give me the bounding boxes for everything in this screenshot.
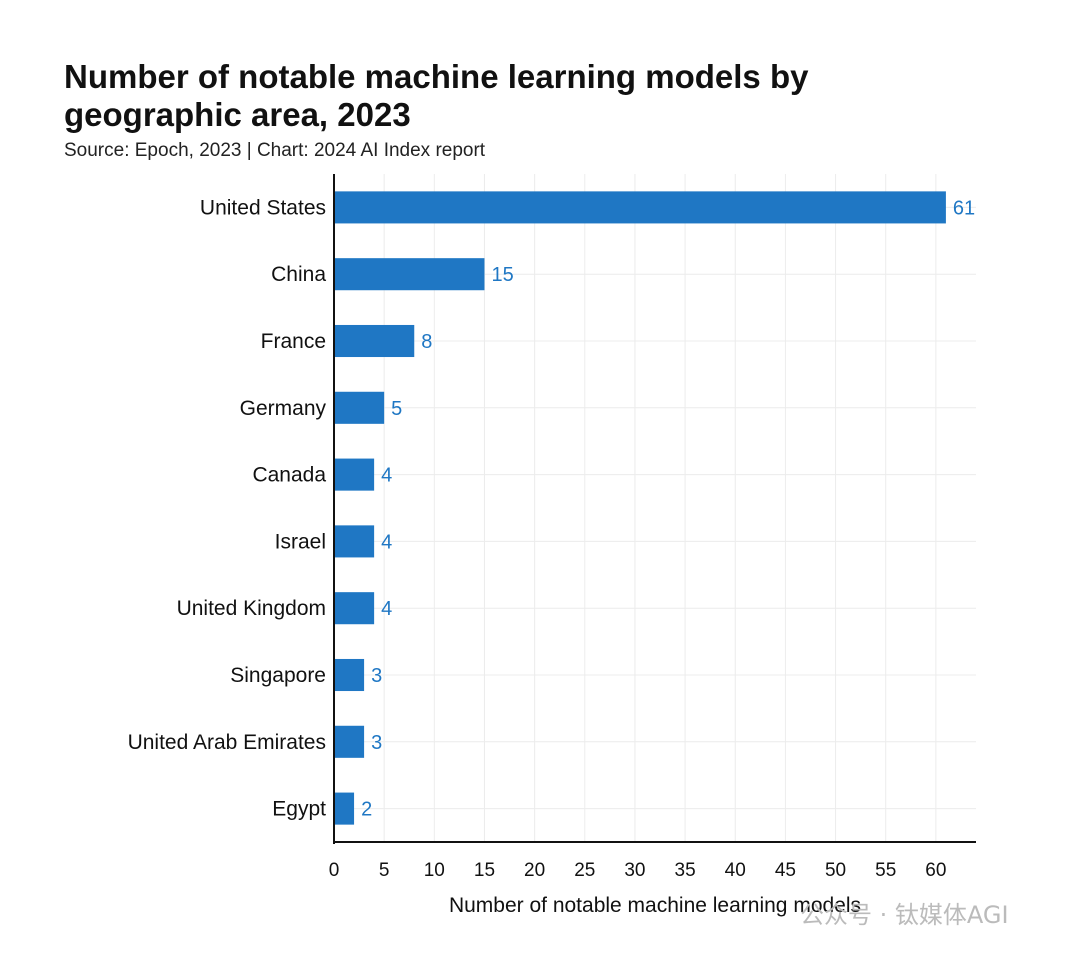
x-tick-label: 5 <box>379 860 390 881</box>
category-label: United Kingdom <box>177 597 326 620</box>
tick-labels: 0 5 10 15 20 25 30 35 40 45 50 55 60 <box>329 860 947 881</box>
bar <box>334 324 415 358</box>
x-axis-title: Number of notable machine learning model… <box>449 894 861 917</box>
category-label: Canada <box>252 464 326 487</box>
x-tick-label: 35 <box>675 860 696 881</box>
bar <box>334 592 375 625</box>
x-tick-label: 50 <box>825 860 846 881</box>
axes <box>333 174 976 844</box>
category-label: Singapore <box>230 664 326 687</box>
chart-title: Number of notable machine learning model… <box>64 58 809 133</box>
value-labels: 61 15 8 5 4 4 4 3 3 2 <box>361 197 975 820</box>
x-tick-label: 40 <box>725 860 746 881</box>
category-labels: United States China France Germany Canada Isr… <box>128 196 327 820</box>
category-label: Germany <box>240 397 327 420</box>
value-label: 4 <box>381 598 392 620</box>
x-tick-label: 20 <box>524 860 545 881</box>
bar <box>334 458 375 491</box>
value-label: 8 <box>421 331 432 353</box>
bar <box>334 191 946 224</box>
bars <box>334 191 946 825</box>
x-tick-label: 60 <box>925 860 946 881</box>
value-label: 3 <box>371 732 382 754</box>
value-label: 4 <box>381 531 392 553</box>
bar <box>334 792 355 825</box>
category-label: Egypt <box>272 798 326 821</box>
value-label: 2 <box>361 799 372 821</box>
value-label: 5 <box>391 398 402 420</box>
x-tick-label: 0 <box>329 860 340 881</box>
category-label: Israel <box>275 530 326 553</box>
value-label: 61 <box>953 197 975 219</box>
category-label: United States <box>200 196 326 219</box>
x-tick-label: 25 <box>574 860 595 881</box>
bar <box>334 258 485 291</box>
bar <box>334 725 365 758</box>
bar <box>334 391 385 424</box>
x-tick-label: 10 <box>424 860 445 881</box>
category-label: United Arab Emirates <box>128 731 326 754</box>
category-label: China <box>271 263 326 286</box>
x-tick-label: 15 <box>474 860 495 881</box>
x-tick-label: 45 <box>775 860 796 881</box>
value-label: 3 <box>371 665 382 687</box>
gridlines <box>333 174 976 842</box>
bar <box>334 658 365 692</box>
value-label: 15 <box>491 264 513 286</box>
x-tick-label: 55 <box>875 860 896 881</box>
chart-subtitle: Source: Epoch, 2023 | Chart: 2024 AI Ind… <box>64 140 486 161</box>
watermark: 公众号 · 钛媒体AGI <box>800 901 1009 929</box>
bar <box>334 525 375 558</box>
x-tick-label: 30 <box>624 860 645 881</box>
category-label: France <box>261 330 326 353</box>
value-label: 4 <box>381 465 392 487</box>
